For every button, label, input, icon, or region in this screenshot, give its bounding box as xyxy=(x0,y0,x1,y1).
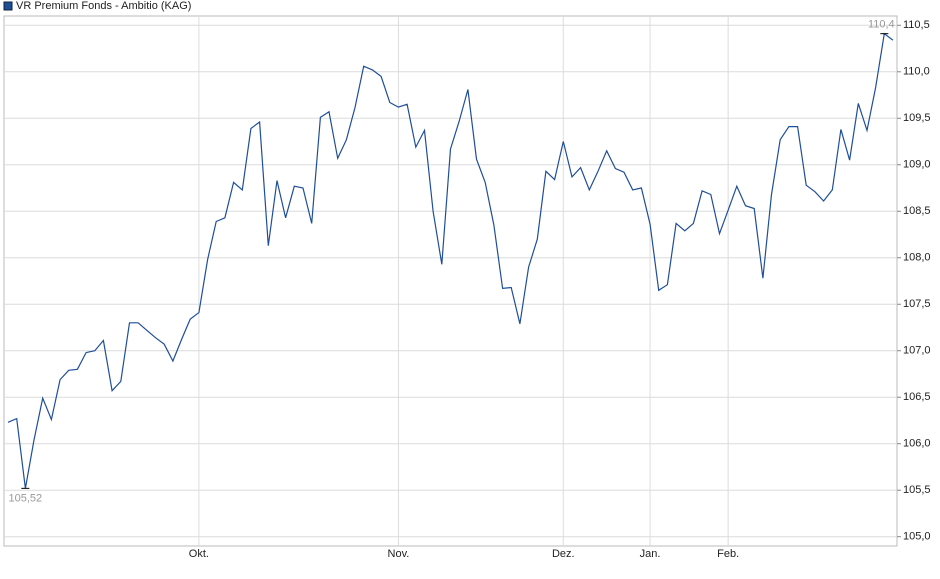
y-tick-label: 105,0 xyxy=(903,531,931,543)
x-tick-label: Okt. xyxy=(189,548,209,560)
min-label: 105,52 xyxy=(9,492,43,504)
y-tick-label: 107,5 xyxy=(903,298,931,310)
y-tick-label: 105,5 xyxy=(903,484,931,496)
line xyxy=(7,32,894,489)
y-tick-label: 109,5 xyxy=(903,112,931,124)
x-tick-label: Nov. xyxy=(388,548,410,560)
y-tick-label: 107,0 xyxy=(903,345,931,357)
y-tick-label: 106,5 xyxy=(903,391,931,403)
y-tick-label: 106,0 xyxy=(903,438,931,450)
y-tick-label: 110,5 xyxy=(903,19,930,31)
legend-label: VR Premium Fonds - Ambitio (KAG) xyxy=(16,0,191,12)
x-tick-label: Jan. xyxy=(640,548,661,560)
y-tick-label: 110,0 xyxy=(903,66,930,78)
y-tick-label: 108,0 xyxy=(903,252,931,264)
plot-frame xyxy=(3,15,898,547)
y-tick-label: 109,0 xyxy=(903,159,931,171)
max-label: 110,4 xyxy=(868,19,895,31)
legend-swatch xyxy=(3,1,13,11)
x-tick-label: Dez. xyxy=(552,548,575,560)
y-tick-label: 108,5 xyxy=(903,205,931,217)
x-tick-label: Feb. xyxy=(717,548,739,560)
